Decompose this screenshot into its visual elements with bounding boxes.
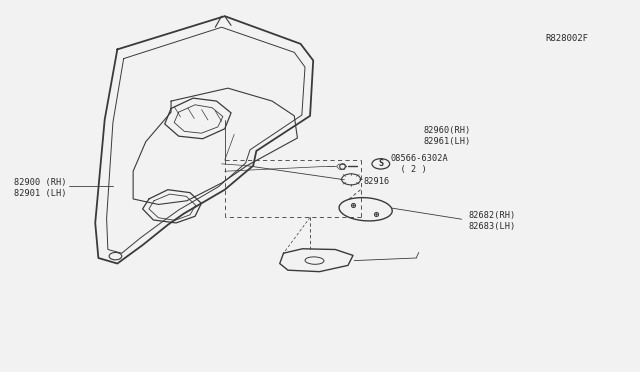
Text: 82916: 82916 [364,177,390,186]
Text: R828002F: R828002F [545,34,588,43]
Text: 82960(RH)
82961(LH): 82960(RH) 82961(LH) [424,126,471,146]
Text: S: S [378,159,383,169]
Text: 82900 (RH)
82901 (LH): 82900 (RH) 82901 (LH) [14,178,67,198]
Text: 82682(RH)
82683(LH): 82682(RH) 82683(LH) [468,211,515,231]
Text: 08566-6302A
  ( 2 ): 08566-6302A ( 2 ) [390,154,448,174]
